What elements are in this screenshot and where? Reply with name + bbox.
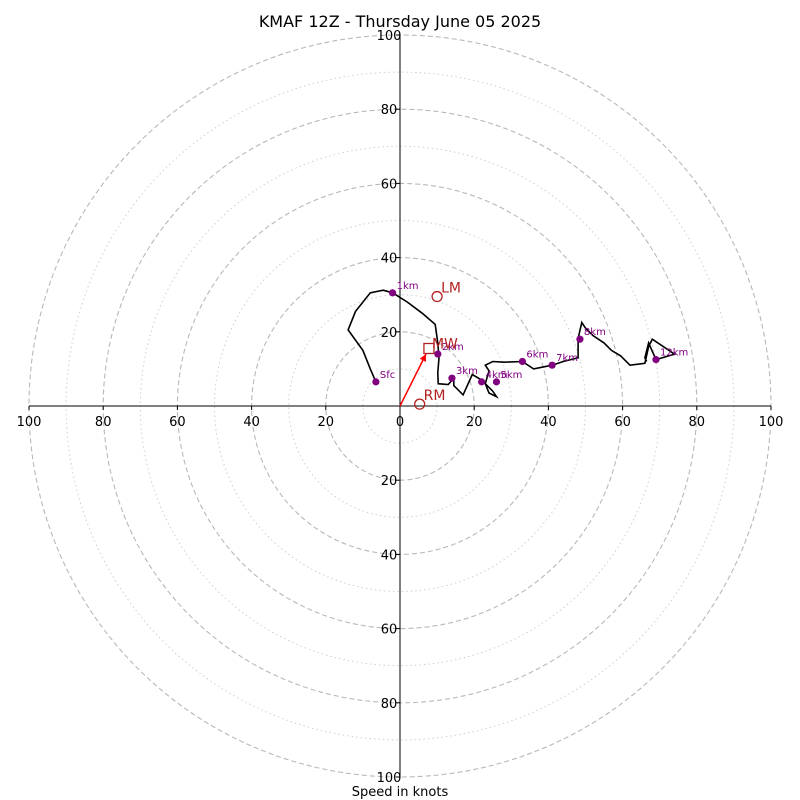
height-marker-label: 4km	[486, 370, 508, 381]
storm-motion-RM	[414, 398, 426, 410]
hodograph-line	[347, 289, 677, 399]
height-marker-label: 5km	[500, 370, 522, 381]
x-tick-label: 100	[759, 415, 784, 430]
storm-motion-markers: LM RM MW	[414, 281, 461, 410]
height-marker-label: 12km	[660, 348, 688, 359]
height-marker-label: 2km	[442, 342, 464, 353]
x-tick-label: 40	[540, 415, 557, 430]
x-axis-label: Speed in knots	[352, 785, 449, 800]
height-marker-label: Sfc	[380, 370, 395, 381]
height-marker-7km	[548, 361, 556, 369]
y-tick-label: 20	[381, 326, 398, 341]
storm-motion-label: LM	[441, 281, 461, 297]
x-tick-label: 20	[466, 415, 483, 430]
x-tick-label: 60	[614, 415, 631, 430]
height-marker-label: 7km	[556, 353, 578, 364]
x-tick-label: 80	[689, 415, 706, 430]
y-tick-label: 60	[381, 177, 398, 192]
height-marker-label: 1km	[397, 281, 419, 292]
x-tick-labels: 100 80 60 40 20 0 20 40 60 80 100	[17, 406, 784, 430]
y-tick-label: 40	[381, 252, 398, 267]
x-tick-label: 0	[396, 415, 404, 430]
y-tick-label: 40	[381, 548, 398, 563]
x-tick-label: 40	[243, 415, 260, 430]
y-tick-label: 80	[381, 697, 398, 712]
height-marker-6km	[518, 357, 527, 366]
height-marker-label: 3km	[456, 366, 478, 377]
y-tick-labels: 100 80 60 40 20 20 40 60 80 100	[377, 29, 402, 786]
height-marker-label: 6km	[526, 349, 548, 360]
height-marker-4km	[478, 378, 486, 386]
shear-vector	[399, 353, 427, 407]
height-marker-1km	[388, 289, 397, 297]
storm-motion-LM	[431, 290, 443, 303]
storm-motion-label: RM	[424, 388, 446, 404]
y-tick-label: 100	[377, 771, 402, 786]
storm-motion-label: MW	[432, 336, 458, 352]
height-marker-5km	[492, 378, 501, 386]
height-marker-Sfc	[372, 378, 380, 386]
height-marker-12km	[652, 356, 660, 364]
x-tick-label: 100	[17, 415, 42, 430]
x-tick-label: 80	[95, 415, 112, 430]
x-tick-label: 60	[169, 415, 186, 430]
shear-vector-arrowhead	[419, 354, 426, 362]
y-tick-label: 60	[381, 623, 398, 638]
y-tick-label: 100	[377, 29, 402, 44]
chart-title: KMAF 12Z - Thursday June 05 2025	[259, 12, 541, 31]
storm-motion-MW	[423, 342, 435, 355]
y-tick-label: 20	[381, 474, 398, 489]
height-marker-8km	[576, 335, 584, 343]
height-marker-3km	[448, 374, 456, 382]
height-marker-label: 8km	[584, 327, 606, 338]
y-tick-label: 80	[381, 103, 398, 118]
height-marker-2km	[434, 350, 442, 358]
x-tick-label: 20	[318, 415, 335, 430]
